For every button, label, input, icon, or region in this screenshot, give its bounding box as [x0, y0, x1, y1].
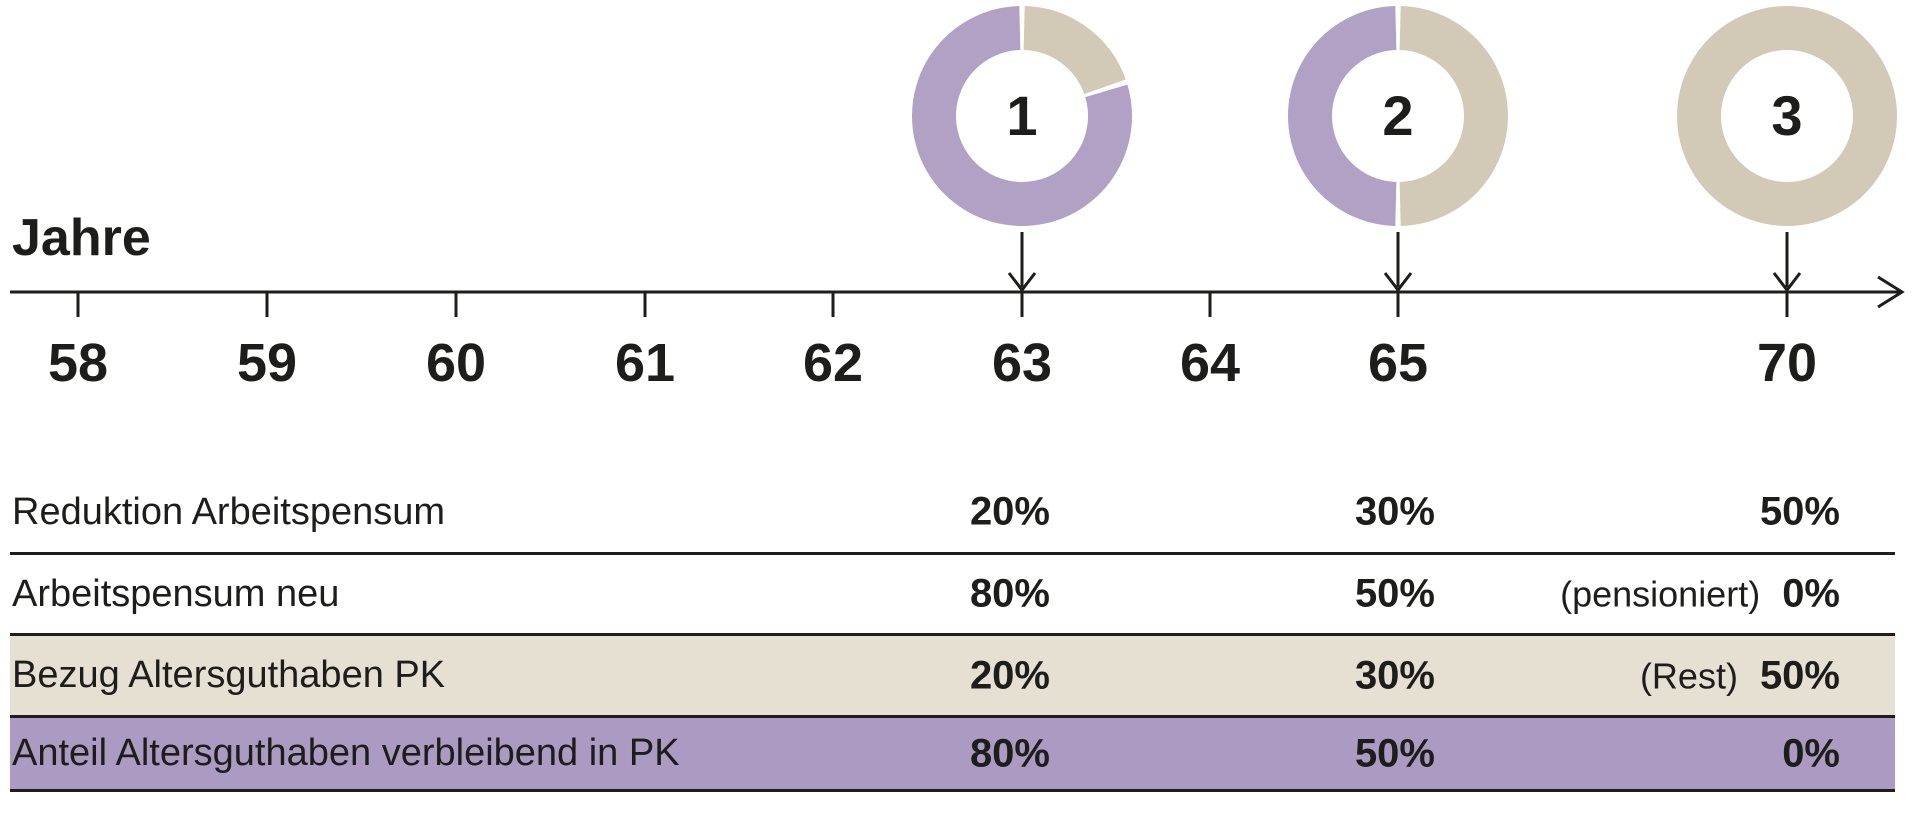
row-value-63: 80% — [969, 731, 1050, 775]
donut-segment — [1288, 6, 1398, 226]
row-value-70: 50% — [1759, 653, 1840, 697]
year-label-58: 58 — [47, 333, 109, 393]
table-row-arbeitspensum-neu: Arbeitspensum neu 80% 50% (pensioniert) 0… — [10, 555, 1895, 636]
row-value-70: 0% — [1782, 731, 1840, 775]
year-label-65: 65 — [1367, 333, 1429, 393]
row-value-65: 50% — [1354, 731, 1435, 775]
donut-segment — [1398, 6, 1508, 226]
row-label: Bezug Altersguthaben PK — [12, 654, 446, 696]
table-row-reduktion-arbeitspensum: Reduktion Arbeitspensum 20% 30% 50% — [10, 472, 1895, 555]
table-row-bezug-altersguthaben: Bezug Altersguthaben PK 20% 30% (Rest) 50… — [10, 636, 1895, 718]
year-label-64: 64 — [1179, 333, 1241, 393]
row-note-rest: (Rest) — [1639, 655, 1738, 696]
donut-number-2: 2 — [1382, 84, 1414, 147]
donut-arrow-head — [1383, 272, 1413, 293]
row-value-65: 30% — [1354, 489, 1435, 534]
donut-arrow-head — [1007, 272, 1037, 293]
year-label-59: 59 — [236, 333, 298, 393]
row-value-63: 20% — [969, 653, 1050, 697]
row-value-70: 50% — [1759, 489, 1840, 534]
year-label-60: 60 — [425, 333, 487, 393]
row-value-63: 20% — [969, 489, 1050, 534]
row-value-70: 0% — [1782, 571, 1840, 616]
data-table: Reduktion Arbeitspensum 20% 30% 50% Arbe… — [10, 472, 1895, 792]
axis-title: Jahre — [12, 209, 151, 267]
row-label: Anteil Altersguthaben verbleibend in PK — [12, 732, 680, 774]
year-label-62: 62 — [802, 333, 864, 393]
row-value-63: 80% — [969, 571, 1050, 616]
row-note-pensioniert: (pensioniert) — [1560, 573, 1761, 615]
year-label-63: 63 — [991, 333, 1053, 393]
year-label-70: 70 — [1756, 333, 1818, 393]
year-label-61: 61 — [614, 333, 676, 393]
donut-arrow-head — [1772, 272, 1802, 293]
row-value-65: 30% — [1354, 653, 1435, 697]
donut-segment — [1677, 6, 1897, 226]
table-row-anteil-verbleibend: Anteil Altersguthaben verbleibend in PK … — [10, 718, 1895, 792]
row-label: Arbeitspensum neu — [12, 572, 340, 615]
axis-arrow-head — [1877, 275, 1905, 309]
donut-segment — [912, 6, 1132, 226]
donut-segment — [1022, 6, 1126, 95]
donut-number-3: 3 — [1771, 84, 1803, 147]
row-label: Reduktion Arbeitspensum — [12, 490, 446, 533]
donut-number-1: 1 — [1006, 84, 1038, 147]
row-value-65: 50% — [1354, 571, 1435, 616]
